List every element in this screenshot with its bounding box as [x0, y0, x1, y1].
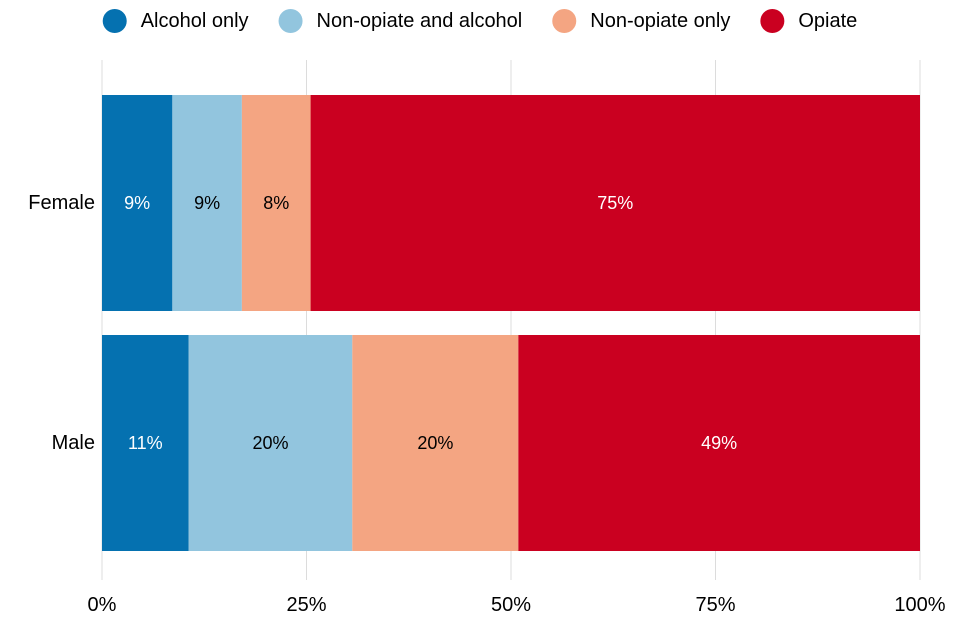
legend-label-alcohol-only: Alcohol only — [141, 10, 249, 32]
x-tick-label-50: 50% — [491, 594, 531, 616]
data-label-male-alcohol-only: 11% — [128, 433, 163, 453]
legend-swatch-alcohol-only — [102, 9, 127, 33]
x-tick-label-25: 25% — [286, 594, 326, 616]
data-label-female-non-opiate-and-alcohol: 9% — [194, 193, 220, 213]
data-label-female-non-opiate-only: 8% — [263, 193, 289, 213]
bar-male-non-opiate-and-alcohol — [188, 335, 353, 551]
bar-female-non-opiate-only — [241, 95, 311, 311]
legend-swatch-non-opiate-only — [552, 9, 577, 33]
chart-legend: Alcohol only Non-opiate and alcohol Non-op… — [102, 9, 857, 33]
legend-swatch-non-opiate-and-alcohol — [278, 9, 303, 33]
legend-label-opiate: Opiate — [798, 10, 857, 32]
y-tick-label-male: Male — [52, 432, 95, 454]
data-label-female-alcohol-only: 9% — [124, 193, 150, 213]
data-label-male-non-opiate-only: 20% — [417, 433, 453, 453]
bar-male-opiate — [518, 335, 920, 551]
legend-item-non-opiate-and-alcohol: Non-opiate and alcohol — [278, 9, 523, 33]
data-label-male-non-opiate-and-alcohol: 20% — [252, 433, 288, 453]
y-axis: Female Male — [28, 192, 95, 454]
data-label-male-opiate: 49% — [701, 433, 737, 453]
data-label-female-opiate: 75% — [597, 193, 633, 213]
legend-item-alcohol-only: Alcohol only — [102, 9, 249, 33]
legend-item-opiate: Opiate — [760, 9, 857, 33]
bar-female-opiate — [310, 95, 921, 311]
x-tick-label-0: 0% — [88, 594, 117, 616]
bar-female-alcohol-only — [102, 95, 173, 311]
bar-female-non-opiate-and-alcohol — [172, 95, 242, 311]
legend-swatch-opiate — [760, 9, 785, 33]
legend-item-non-opiate-only: Non-opiate only — [552, 9, 730, 33]
x-tick-label-100: 100% — [894, 594, 945, 616]
legend-label-non-opiate-only: Non-opiate only — [590, 10, 730, 32]
bars: 9% 9% 8% 75% 11% 20% 20% 49% — [102, 95, 921, 551]
legend-label-non-opiate-and-alcohol: Non-opiate and alcohol — [317, 10, 523, 32]
y-tick-label-female: Female — [28, 192, 95, 214]
bar-male-alcohol-only — [102, 335, 189, 551]
bar-male-non-opiate-only — [352, 335, 519, 551]
x-axis: 0% 25% 50% 75% 100% — [88, 594, 946, 616]
x-tick-label-75: 75% — [695, 594, 735, 616]
